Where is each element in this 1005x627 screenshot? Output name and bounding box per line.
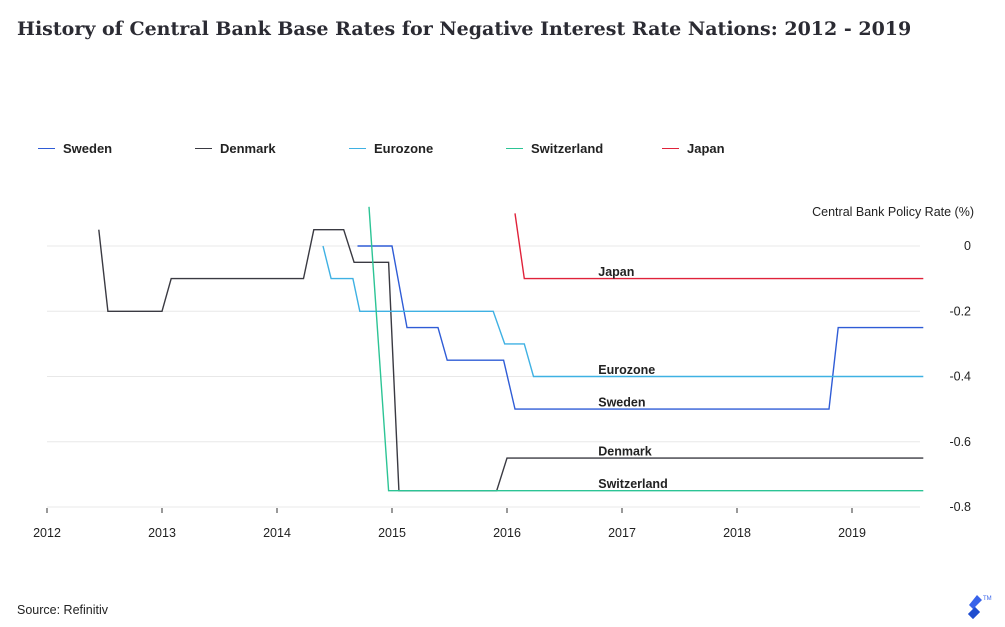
series-line-sweden bbox=[357, 245, 924, 410]
y-tick-label: -0.4 bbox=[949, 370, 971, 384]
legend-item-eurozone: Eurozone bbox=[349, 141, 433, 156]
y-tick-label: 0 bbox=[964, 239, 971, 253]
line-label-denmark: Denmark bbox=[598, 445, 652, 459]
x-tick-label: 2018 bbox=[723, 526, 751, 540]
x-tick-label: 2017 bbox=[608, 526, 636, 540]
series-line-switzerland bbox=[368, 206, 924, 492]
line-label-eurozone: Eurozone bbox=[598, 363, 655, 377]
x-tick-label: 2016 bbox=[493, 526, 521, 540]
y-tick-label: -0.8 bbox=[949, 500, 971, 514]
series-line-denmark bbox=[98, 228, 924, 492]
legend-swatch bbox=[662, 147, 679, 150]
chart-title: History of Central Bank Base Rates for N… bbox=[17, 18, 912, 40]
legend-swatch bbox=[195, 147, 212, 150]
x-tick-label: 2012 bbox=[33, 526, 61, 540]
x-tick-label: 2013 bbox=[148, 526, 176, 540]
series-line-eurozone bbox=[322, 245, 924, 378]
y-tick-label: -0.6 bbox=[949, 435, 971, 449]
legend-item-denmark: Denmark bbox=[195, 141, 276, 156]
line-label-sweden: Sweden bbox=[598, 396, 645, 410]
legend-item-sweden: Sweden bbox=[38, 141, 112, 156]
legend-swatch bbox=[38, 147, 55, 150]
toptal-logo-icon: TM bbox=[968, 595, 992, 619]
legend-label: Denmark bbox=[220, 141, 276, 156]
svg-text:TM: TM bbox=[983, 596, 992, 602]
legend-label: Switzerland bbox=[531, 141, 604, 156]
legend-label: Japan bbox=[687, 141, 725, 156]
legend-label: Eurozone bbox=[374, 141, 434, 156]
line-label-japan: Japan bbox=[598, 265, 634, 279]
legend-label: Sweden bbox=[63, 141, 113, 156]
x-tick-label: 2015 bbox=[378, 526, 406, 540]
legend-item-japan: Japan bbox=[662, 141, 725, 156]
line-labels: Japan Eurozone Sweden Denmark Switzerland bbox=[598, 265, 667, 491]
x-axis: 2012 2013 2014 2015 2016 2017 2018 2019 bbox=[33, 508, 866, 540]
series-line-japan bbox=[514, 213, 924, 280]
y-axis: 0 -0.2 -0.4 -0.6 -0.8 bbox=[949, 239, 971, 514]
chart-legend: Sweden Denmark Eurozone Switzerland Japan bbox=[0, 141, 1005, 161]
line-label-switzerland: Switzerland bbox=[598, 477, 667, 491]
y-axis-label: Central Bank Policy Rate (%) bbox=[812, 205, 974, 219]
legend-swatch bbox=[349, 147, 366, 150]
x-tick-label: 2014 bbox=[263, 526, 291, 540]
source-note: Source: Refinitiv bbox=[17, 603, 109, 617]
y-tick-label: -0.2 bbox=[949, 304, 971, 318]
series-lines bbox=[98, 206, 924, 492]
x-tick-label: 2019 bbox=[838, 526, 866, 540]
legend-swatch bbox=[506, 147, 523, 150]
legend-item-switzerland: Switzerland bbox=[506, 141, 603, 156]
